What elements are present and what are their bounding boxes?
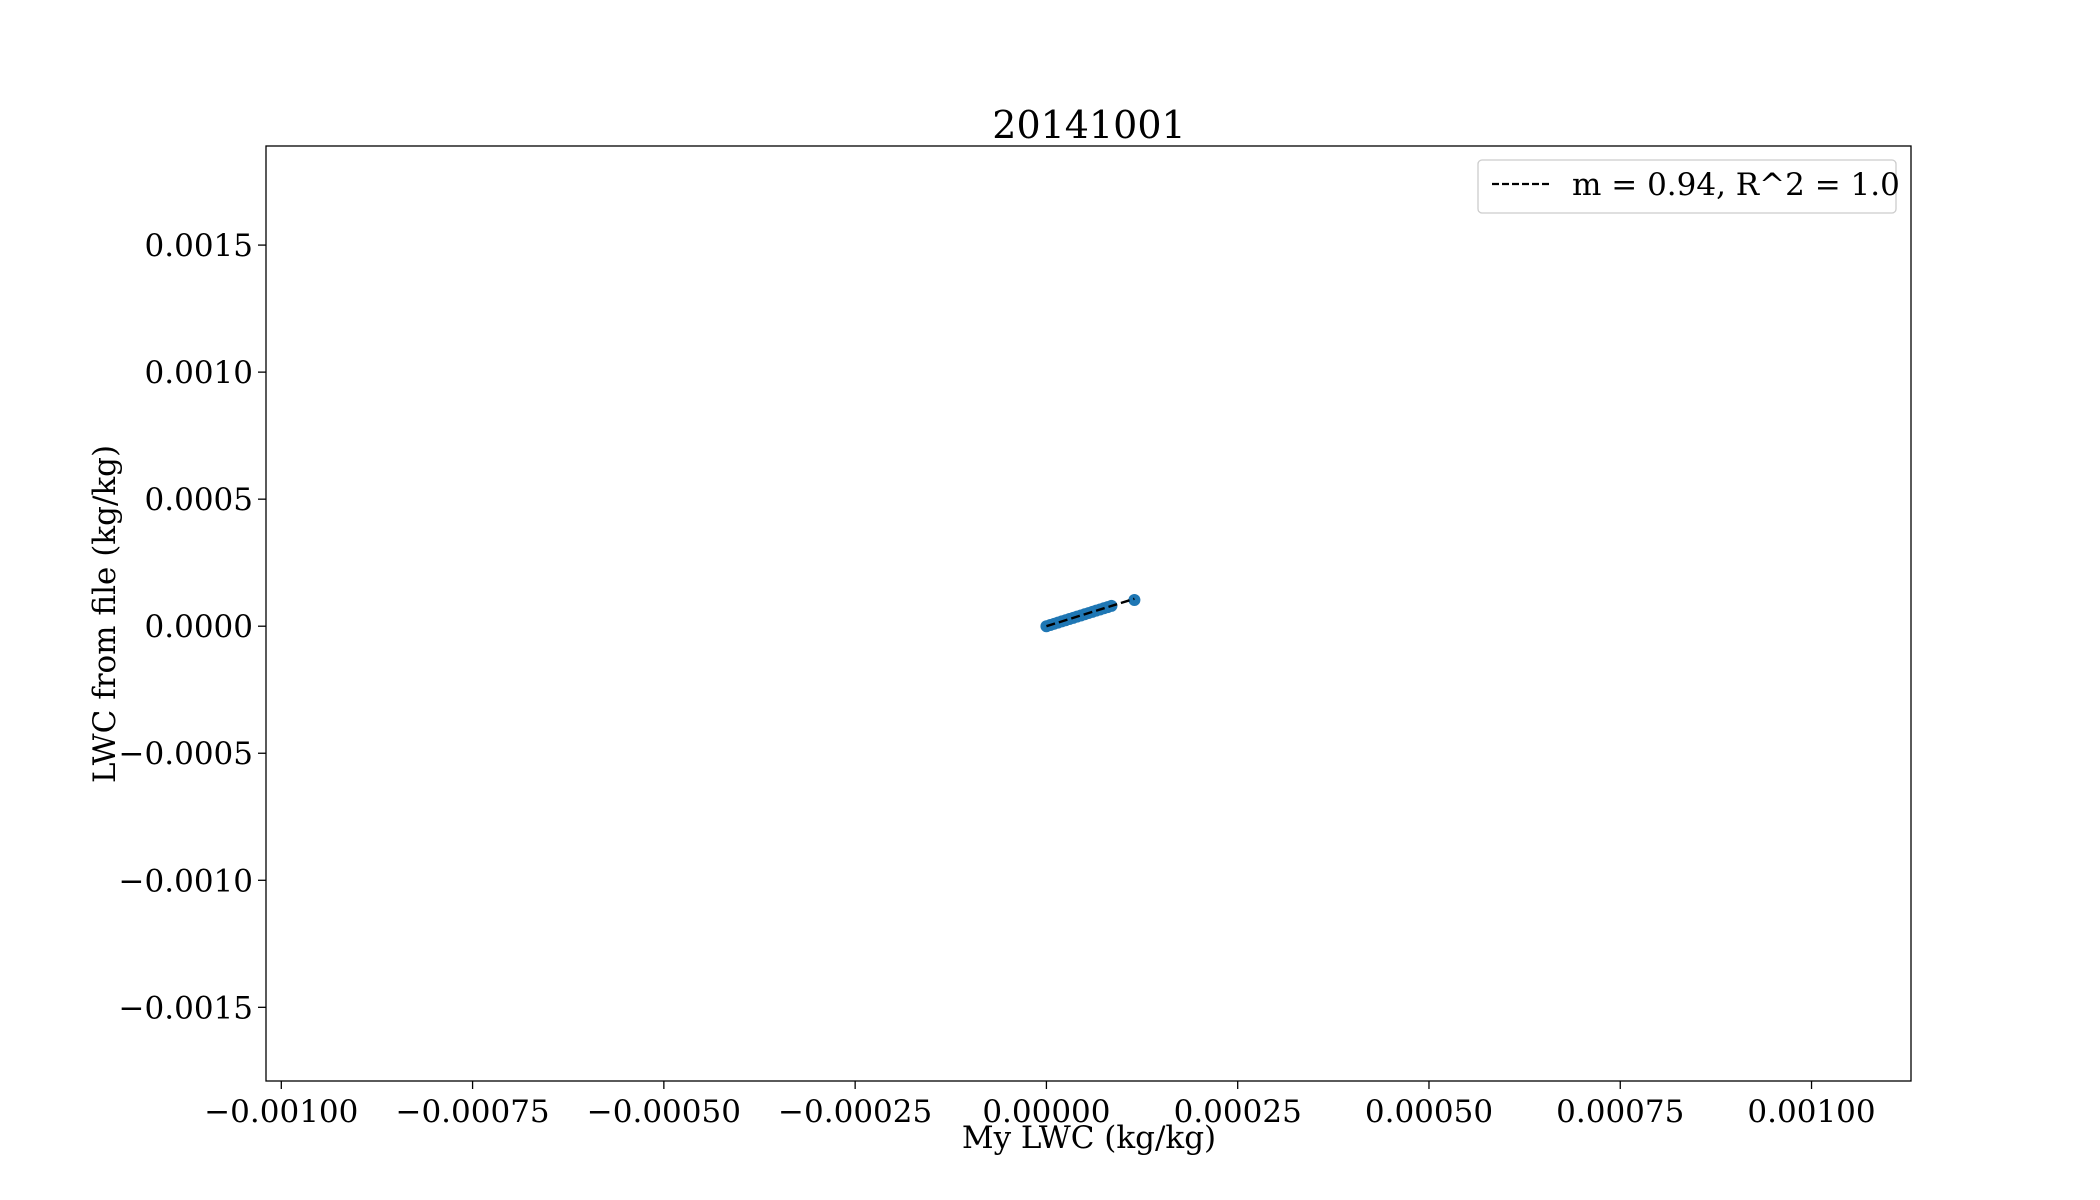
y-axis: −0.0015 −0.0010 −0.0005 0.0000 0.0005 0.0010 0…: [119, 228, 266, 1026]
x-axis: −0.00100 −0.00075 −0.00050 −0.00025 0.00000 0…: [204, 1081, 1876, 1130]
y-tick-label: −0.0010: [119, 863, 253, 899]
y-tick-label: 0.0005: [145, 482, 253, 518]
legend-entry-label: m = 0.94, R^2 = 1.0: [1572, 167, 1900, 203]
legend: m = 0.94, R^2 = 1.0: [1477, 159, 1900, 214]
x-tick-label: 0.00000: [982, 1094, 1110, 1130]
y-tick-label: 0.0010: [145, 355, 253, 391]
y-tick-label: −0.0015: [119, 990, 253, 1026]
x-tick-label: 0.00075: [1556, 1094, 1684, 1130]
legend-frame: [1477, 159, 1897, 214]
y-tick-label: −0.0005: [119, 736, 253, 772]
plot-marks: [1040, 594, 1141, 633]
x-tick-label: 0.00025: [1174, 1094, 1302, 1130]
x-tick-label: −0.00075: [395, 1094, 549, 1130]
y-tick-label: 0.0015: [145, 228, 253, 264]
x-tick-label: −0.00050: [587, 1094, 741, 1130]
scatter-point: [1128, 594, 1141, 607]
y-axis-label: LWC from file (kg/kg): [87, 445, 123, 783]
x-tick-label: 0.00050: [1365, 1094, 1493, 1130]
y-tick-label: 0.0000: [145, 609, 253, 645]
x-tick-label: −0.00025: [778, 1094, 932, 1130]
x-tick-label: 0.00100: [1747, 1094, 1875, 1130]
fit-line: [1046, 597, 1135, 628]
x-tick-label: −0.00100: [204, 1094, 358, 1130]
chart-title: 20141001: [992, 103, 1185, 147]
plot-area-frame: [265, 145, 1912, 1082]
x-axis-label: My LWC (kg/kg): [962, 1120, 1216, 1156]
